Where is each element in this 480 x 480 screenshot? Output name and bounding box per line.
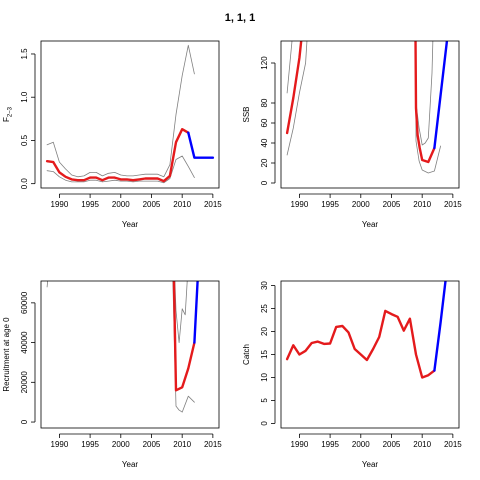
chart-fishing-mortality-y-axis-label-main: F (2, 117, 11, 122)
chart-ssb-frame (280, 40, 460, 189)
chart-ssb-ci-upper-line-0 (286, 41, 293, 94)
chart-recruitment-series-group (46, 281, 199, 413)
chart-recruitment-x-tick-label: 1995 (81, 440, 99, 449)
chart-fishing-mortality-y-tick-label: 0.5 (20, 134, 29, 146)
chart-recruitment-projection-line-4 (193, 281, 199, 344)
chart-catch-panel: 1990 1995 2000 2005 2010 2015 Year 0 5 10 15 20 25 30… (242, 281, 462, 469)
chart-catch-frame (280, 280, 460, 429)
chart-recruitment-x-tick-label: 2000 (112, 440, 130, 449)
chart-fishing-mortality-y-tick-label: 0.0 (20, 178, 29, 190)
chart-fishing-mortality-projection-line-3 (187, 131, 215, 159)
chart-ssb-fit-line-4 (285, 41, 303, 135)
chart-fishing-mortality-x-tick-label: 2000 (112, 200, 130, 209)
chart-catch-y-tick-label: 30 (260, 281, 269, 290)
chart-recruitment-ci-upper-line-0 (46, 281, 49, 288)
chart-catch-x-tick-label: 2005 (383, 440, 401, 449)
chart-recruitment-x-tick-label: 2010 (173, 440, 191, 449)
chart-recruitment-ci-upper-line-1 (174, 281, 188, 344)
chart-fishing-mortality-y-tick-label: 1.0 (20, 91, 29, 103)
chart-fishing-mortality-x-tick-label: 1995 (81, 200, 99, 209)
chart-recruitment-panel: 1990 1995 2000 2005 2010 2015 Year 0 20000 40000 6… (2, 280, 222, 469)
chart-recruitment-fit-line-3 (172, 281, 196, 392)
chart-ssb-fit-line-5 (414, 41, 436, 164)
chart-fishing-mortality-x-tick-label: 2005 (143, 200, 161, 209)
chart-ssb-ci-lower-line-3 (415, 41, 442, 174)
chart-catch-y-tick-label: 0 (260, 421, 269, 426)
chart-catch-y-tick-label: 10 (260, 372, 269, 381)
chart-ssb-x-tick-label: 2000 (352, 200, 370, 209)
chart-fishing-mortality-x-axis-label: Year (122, 220, 139, 229)
chart-catch-fit-line-0 (285, 309, 436, 379)
chart-catch-x-axis-label: Year (362, 460, 379, 469)
chart-ssb-series-group (285, 41, 449, 174)
chart-catch-y-tick-label: 5 (260, 398, 269, 403)
chart-ssb-y-tick-label: 60 (260, 118, 269, 127)
chart-catch-x-tick-label: 2000 (352, 440, 370, 449)
chart-ssb-y-tick-label: 20 (260, 158, 269, 167)
chart-catch-y-axis-label: Catch (242, 344, 251, 365)
chart-ssb-y-axis-label: SSB (242, 106, 251, 122)
chart-recruitment-y-tick-label: 40000 (20, 331, 29, 354)
chart-fishing-mortality-series-group (45, 44, 215, 184)
chart-recruitment-x-tick-label: 1990 (51, 440, 69, 449)
chart-fishing-mortality-frame (40, 40, 220, 189)
chart-catch-x-tick-label: 1990 (291, 440, 309, 449)
chart-ssb-x-tick-label: 1990 (291, 200, 309, 209)
chart-catch-x-tick-label: 1995 (321, 440, 339, 449)
chart-fishing-mortality-panel: 1990 1995 2000 2005 2010 2015 Year 0.0 0.5 1.0 1.5… (2, 40, 222, 229)
chart-fishing-mortality-y-tick-label: 1.5 (20, 48, 29, 60)
figure-title: 1, 1, 1 (225, 12, 256, 24)
chart-recruitment-x-tick-label: 2015 (204, 440, 222, 449)
chart-catch-projection-line-1 (433, 281, 447, 372)
chart-recruitment-frame (40, 280, 220, 429)
chart-ssb-ci-lower-line-2 (286, 41, 308, 156)
chart-recruitment-x-axis-label: Year (122, 460, 139, 469)
chart-recruitment-x-tick-label: 2005 (143, 440, 161, 449)
chart-ssb-x-axis-label: Year (362, 220, 379, 229)
chart-recruitment-y-tick-label: 20000 (20, 371, 29, 394)
chart-fishing-mortality-y-axis-label-subscript: 2−3 (8, 106, 14, 117)
chart-recruitment-y-tick-label: 60000 (20, 291, 29, 314)
chart-catch-x-tick-label: 2015 (444, 440, 462, 449)
chart-catch-y-tick-label: 20 (260, 327, 269, 336)
chart-ssb-x-tick-label: 2010 (413, 200, 431, 209)
chart-fishing-mortality-x-tick-label: 1990 (51, 200, 69, 209)
chart-ssb-x-tick-label: 1995 (321, 200, 339, 209)
chart-ssb-y-tick-label: 80 (260, 98, 269, 107)
chart-ssb-y-tick-label: 0 (260, 180, 269, 185)
chart-ssb-x-tick-label: 2015 (444, 200, 462, 209)
chart-ssb-y-tick-label: 120 (260, 56, 269, 70)
chart-fishing-mortality-y-axis-label: F2−3 (2, 106, 14, 122)
chart-recruitment-y-axis-label: Recruitment at age 0 (2, 317, 11, 392)
chart-fishing-mortality-ci-lower-line-1 (46, 155, 195, 184)
chart-ssb-projection-line-6 (433, 41, 449, 150)
chart-catch-y-tick-label: 25 (260, 304, 269, 313)
chart-ssb-y-tick-label: 40 (260, 138, 269, 147)
chart-catch-y-tick-label: 15 (260, 350, 269, 359)
chart-ssb-x-tick-label: 2005 (383, 200, 401, 209)
chart-fishing-mortality-x-tick-label: 2010 (173, 200, 191, 209)
chart-catch-x-tick-label: 2010 (413, 440, 431, 449)
chart-ssb-panel: 1990 1995 2000 2005 2010 2015 Year 0 20 40 60 80 120… (242, 40, 462, 229)
chart-catch-series-group (285, 281, 447, 379)
chart-fishing-mortality-x-tick-label: 2015 (204, 200, 222, 209)
chart-recruitment-y-tick-label: 0 (20, 419, 29, 424)
panels: 1990 1995 2000 2005 2010 2015Year0.00.51.01.5… (2, 40, 462, 469)
chart-fishing-mortality-ci-upper-line-0 (46, 44, 195, 178)
chart-fishing-mortality-fit-line-2 (45, 127, 190, 183)
